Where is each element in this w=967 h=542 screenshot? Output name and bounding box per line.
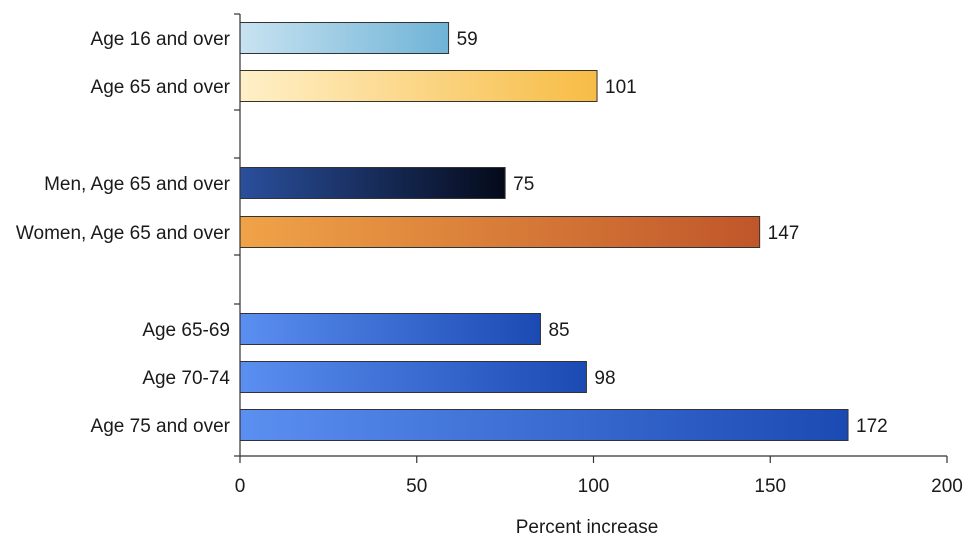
value-label-2-1: 98 <box>594 368 615 389</box>
category-label-2-0: Age 65-69 <box>142 320 230 341</box>
bar-1-0 <box>240 168 505 199</box>
bar-1-1 <box>240 217 760 248</box>
bar-2-1 <box>240 362 586 393</box>
value-label-0-0: 59 <box>457 29 478 50</box>
x-tick-label-4: 200 <box>931 476 963 497</box>
x-tick-label-2: 100 <box>578 476 610 497</box>
category-label-2-2: Age 75 and over <box>91 416 231 437</box>
value-label-1-0: 75 <box>513 174 534 195</box>
value-label-2-0: 85 <box>548 320 569 341</box>
bar-2-0 <box>240 314 540 345</box>
x-axis-title: Percent increase <box>516 517 659 538</box>
category-label-0-1: Age 65 and over <box>91 77 231 98</box>
value-label-2-2: 172 <box>856 416 888 437</box>
category-label-0-0: Age 16 and over <box>91 29 231 50</box>
category-label-1-1: Women, Age 65 and over <box>16 223 231 244</box>
bar-0-0 <box>240 23 449 54</box>
bars-layer: Age 16 and over 59 Age 65 and over 101 Men, … <box>16 23 888 441</box>
value-label-1-1: 147 <box>768 223 800 244</box>
x-tick-label-1: 50 <box>406 476 427 497</box>
bar-0-1 <box>240 71 597 102</box>
category-label-1-0: Men, Age 65 and over <box>44 174 231 195</box>
bar-2-2 <box>240 410 848 441</box>
x-tick-label-3: 150 <box>754 476 786 497</box>
category-label-2-1: Age 70-74 <box>142 368 230 389</box>
value-label-0-1: 101 <box>605 77 637 98</box>
x-tick-label-0: 0 <box>235 476 246 497</box>
